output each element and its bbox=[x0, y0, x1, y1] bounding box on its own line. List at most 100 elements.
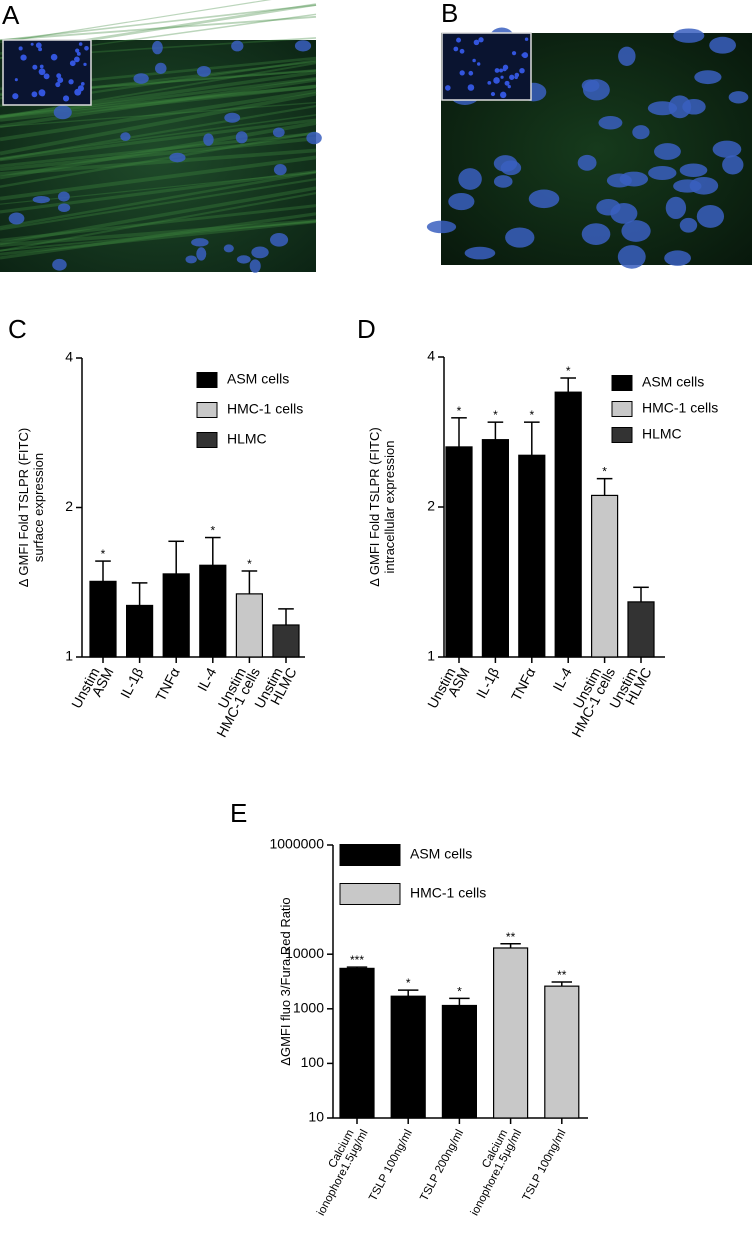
nucleus bbox=[306, 131, 322, 145]
bar bbox=[162, 573, 190, 658]
fiber bbox=[0, 220, 317, 252]
legend-label: ASM cells bbox=[410, 846, 472, 862]
significance-label: ** bbox=[557, 968, 567, 982]
bar bbox=[481, 439, 509, 658]
nucleus bbox=[664, 250, 691, 266]
nucleus bbox=[53, 105, 72, 120]
micrograph-b bbox=[426, 27, 752, 269]
fiber bbox=[0, 114, 317, 159]
fiber bbox=[0, 170, 317, 229]
nucleus bbox=[224, 112, 241, 123]
nucleus bbox=[52, 258, 67, 271]
fiber bbox=[0, 70, 317, 119]
nucleus bbox=[694, 70, 722, 85]
inset-nucleus bbox=[514, 75, 518, 80]
inset-nucleus bbox=[459, 48, 465, 54]
legend-swatch bbox=[339, 844, 401, 866]
nucleus bbox=[679, 163, 708, 178]
nucleus bbox=[668, 95, 692, 119]
inset-nucleus bbox=[30, 42, 34, 46]
inset-nucleus bbox=[476, 62, 481, 66]
nucleus bbox=[223, 244, 234, 253]
y-tick-label: 1000 bbox=[293, 1000, 324, 1016]
inset-nucleus bbox=[456, 37, 461, 43]
nucleus bbox=[235, 131, 248, 144]
nucleus bbox=[32, 195, 50, 204]
inset-nucleus bbox=[39, 91, 46, 97]
fiber bbox=[0, 155, 317, 201]
legend-swatch bbox=[611, 375, 633, 391]
panel-label: D bbox=[357, 314, 376, 344]
nucleus bbox=[251, 246, 269, 259]
fiber bbox=[0, 91, 317, 156]
fiber bbox=[0, 131, 317, 168]
nucleus bbox=[294, 40, 312, 52]
nucleus bbox=[273, 163, 287, 176]
bar bbox=[554, 391, 582, 658]
legend-swatch bbox=[196, 432, 218, 448]
y-tick-label: 1 bbox=[427, 648, 435, 664]
panel-label: C bbox=[8, 314, 27, 344]
legend-label: HLMC bbox=[227, 431, 267, 447]
fiber bbox=[0, 178, 317, 231]
x-tick-label: IL-4 bbox=[549, 665, 575, 694]
bar bbox=[199, 564, 227, 658]
inset-nucleus bbox=[55, 81, 61, 88]
inset-nucleus bbox=[522, 52, 529, 59]
nucleus bbox=[665, 196, 687, 220]
y-axis-label: ΔGMFI fluo 3/Fura Red Ratio bbox=[278, 897, 293, 1065]
fiber bbox=[0, 4, 317, 42]
nucleus bbox=[493, 155, 518, 172]
fiber bbox=[0, 170, 317, 214]
inset-nucleus bbox=[473, 39, 480, 46]
inset-nucleus bbox=[445, 85, 451, 91]
fiber bbox=[0, 15, 317, 41]
significance-label: ** bbox=[506, 930, 516, 944]
nucleus bbox=[133, 73, 149, 84]
inset bbox=[441, 32, 532, 101]
fiber bbox=[0, 84, 317, 119]
y-tick-label: 4 bbox=[65, 349, 73, 365]
nucleus bbox=[632, 125, 650, 140]
fiber bbox=[0, 84, 317, 122]
fiber bbox=[0, 219, 317, 248]
nucleus bbox=[196, 65, 211, 77]
fiber bbox=[0, 148, 317, 176]
nucleus bbox=[648, 165, 677, 181]
fiber bbox=[0, 220, 317, 256]
nucleus bbox=[185, 255, 197, 264]
nucleus bbox=[596, 198, 621, 216]
nucleus bbox=[505, 227, 535, 248]
panel-label: B bbox=[441, 0, 458, 28]
inset-nucleus bbox=[499, 68, 503, 73]
inset-nucleus bbox=[35, 42, 42, 49]
legend-swatch bbox=[196, 402, 218, 418]
x-tick-label: TSLP 100ng/ml bbox=[367, 1128, 415, 1203]
inset-nucleus bbox=[467, 84, 475, 91]
fiber bbox=[0, 121, 317, 180]
bar bbox=[518, 454, 546, 658]
nucleus bbox=[582, 79, 610, 101]
nucleus bbox=[577, 154, 597, 171]
fiber bbox=[0, 192, 317, 252]
inset-nucleus bbox=[80, 82, 85, 86]
nucleus bbox=[196, 247, 207, 261]
inset-nucleus bbox=[38, 47, 43, 52]
fiber bbox=[0, 101, 317, 128]
inset-nucleus bbox=[511, 51, 517, 56]
inset-nucleus bbox=[453, 46, 459, 52]
nucleus bbox=[621, 220, 651, 242]
y-axis-label: Δ GMFI Fold TSLPR (FITC) bbox=[16, 428, 31, 587]
inset-nucleus bbox=[18, 46, 23, 51]
y-tick-label: 10000 bbox=[285, 945, 324, 961]
bar bbox=[590, 494, 619, 658]
inset-nucleus bbox=[490, 91, 496, 97]
inset-nucleus bbox=[524, 37, 529, 41]
x-tick-label: IL-1β bbox=[473, 665, 502, 701]
x-tick-label: TNFα bbox=[508, 665, 539, 704]
nucleus bbox=[581, 223, 611, 245]
nucleus bbox=[679, 217, 698, 233]
fiber bbox=[0, 78, 317, 129]
fiber bbox=[0, 212, 317, 260]
significance-label: * bbox=[457, 984, 462, 998]
